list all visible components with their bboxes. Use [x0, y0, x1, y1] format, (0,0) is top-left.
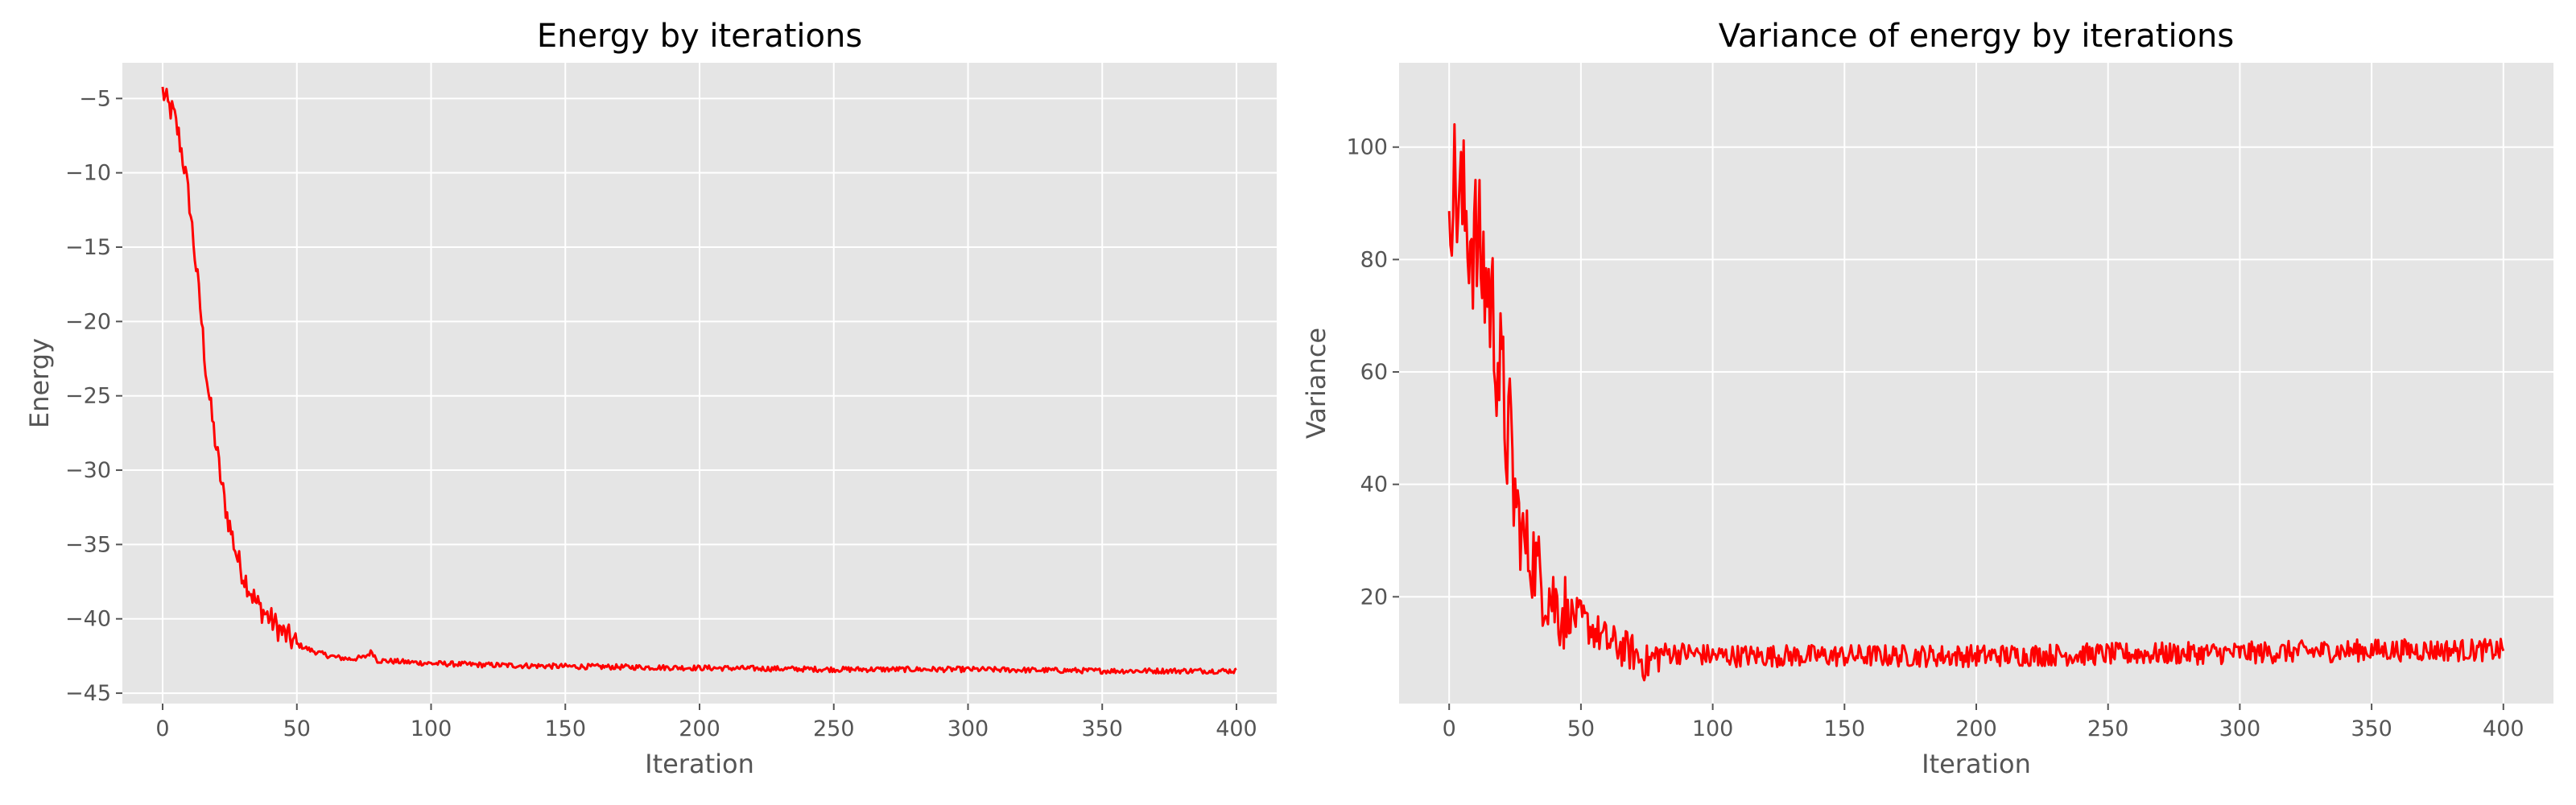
- variance-x-tick-label: 400: [2483, 716, 2524, 741]
- energy-x-tick-label: 100: [411, 716, 452, 741]
- variance-x-tick-label: 100: [1692, 716, 1734, 741]
- energy-x-tick-label: 400: [1216, 716, 1257, 741]
- energy-panel: 0 50 100 150 200 250 300 350 400 −45 −40 −35 −30 −25 −…: [24, 18, 1277, 779]
- variance-y-tick-label: 60: [1360, 360, 1388, 385]
- energy-y-tick-label: −30: [65, 458, 111, 483]
- variance-x-axis-label: Iteration: [1922, 749, 2031, 779]
- variance-series-line: [1447, 123, 2505, 682]
- energy-x-axis-label: Iteration: [645, 749, 754, 779]
- energy-y-tick-label: −25: [65, 384, 111, 409]
- variance-y-tick-label: 40: [1360, 473, 1388, 497]
- energy-x-tick-label: 150: [544, 716, 586, 741]
- variance-x-tick-label: 250: [2087, 716, 2129, 741]
- energy-chart-title: Energy by iterations: [537, 18, 862, 55]
- variance-y-axis-label: Variance: [1301, 328, 1331, 439]
- energy-x-tick-label: 50: [283, 716, 311, 741]
- energy-x-tick-label: 0: [155, 716, 169, 741]
- energy-y-tick-label: −45: [65, 681, 111, 706]
- variance-y-tick-label: 20: [1360, 584, 1388, 609]
- energy-x-tick-label: 300: [947, 716, 989, 741]
- variance-x-tick-label: 350: [2351, 716, 2392, 741]
- variance-x-tick-label: 200: [1955, 716, 1997, 741]
- variance-x-tick-label: 150: [1824, 716, 1866, 741]
- energy-y-tick-label: −20: [65, 309, 111, 334]
- energy-x-tick-label: 350: [1081, 716, 1123, 741]
- variance-panel: 0 50 100 150 200 250 300 350 400 20 40 60 80 100 Vari…: [1301, 18, 2553, 779]
- variance-x-tick-label: 0: [1443, 716, 1456, 741]
- variance-x-tick-label: 300: [2219, 716, 2261, 741]
- variance-x-tick-label: 50: [1567, 716, 1595, 741]
- variance-chart-title: Variance of energy by iterations: [1719, 18, 2234, 55]
- energy-series-line: [161, 86, 1237, 675]
- energy-y-tick-label: −35: [65, 532, 111, 557]
- energy-y-tick-label: −15: [65, 235, 111, 260]
- variance-y-tick-label: 100: [1346, 135, 1388, 160]
- energy-y-tick-label: −10: [65, 161, 111, 186]
- energy-y-tick-label: −40: [65, 607, 111, 632]
- energy-x-tick-label: 250: [813, 716, 855, 741]
- energy-y-axis-label: Energy: [24, 338, 55, 428]
- energy-y-tick-label: −5: [79, 86, 111, 111]
- variance-y-tick-label: 80: [1360, 247, 1388, 272]
- energy-x-tick-label: 200: [679, 716, 720, 741]
